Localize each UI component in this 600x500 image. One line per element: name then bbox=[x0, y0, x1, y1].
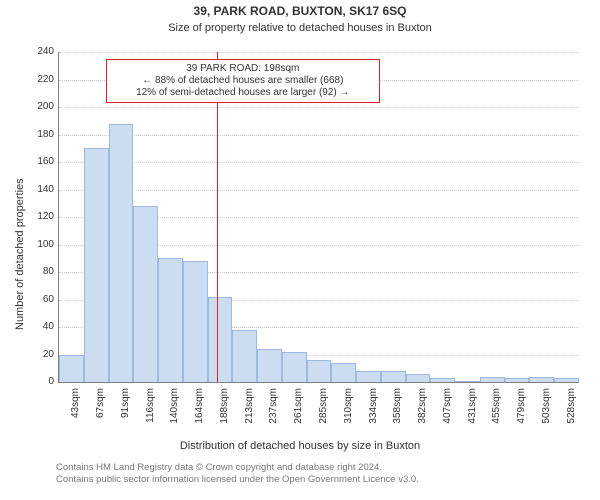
x-tick-label: 213sqm bbox=[244, 388, 255, 428]
histogram-bar bbox=[183, 261, 208, 382]
grid-line bbox=[59, 135, 579, 136]
annotation-line: 39 PARK ROAD: 198sqm bbox=[113, 63, 373, 75]
annotation-box: 39 PARK ROAD: 198sqm← 88% of detached ho… bbox=[106, 59, 380, 103]
y-tick-label: 180 bbox=[26, 130, 54, 140]
y-tick-label: 20 bbox=[26, 350, 54, 360]
grid-line bbox=[59, 190, 579, 191]
x-tick-label: 116sqm bbox=[145, 388, 156, 428]
y-tick-label: 240 bbox=[26, 47, 54, 57]
x-tick-label: 188sqm bbox=[219, 388, 230, 428]
histogram-bar bbox=[109, 124, 134, 383]
x-tick-label: 164sqm bbox=[194, 388, 205, 428]
histogram-bar bbox=[282, 352, 307, 382]
histogram-bar bbox=[430, 378, 455, 382]
histogram-bar bbox=[480, 377, 505, 383]
x-tick-label: 43sqm bbox=[70, 388, 81, 428]
x-tick-label: 91sqm bbox=[120, 388, 131, 428]
x-tick-label: 382sqm bbox=[417, 388, 428, 428]
x-axis-label: Distribution of detached houses by size … bbox=[0, 440, 600, 452]
histogram-bar bbox=[257, 349, 282, 382]
x-tick-label: 479sqm bbox=[516, 388, 527, 428]
chart-title: 39, PARK ROAD, BUXTON, SK17 6SQ bbox=[0, 4, 600, 18]
x-tick-label: 310sqm bbox=[343, 388, 354, 428]
x-tick-label: 140sqm bbox=[169, 388, 180, 428]
histogram-bar bbox=[356, 371, 381, 382]
histogram-bar bbox=[505, 378, 530, 382]
annotation-line: 12% of semi-detached houses are larger (… bbox=[113, 87, 373, 99]
plot-area: 39 PARK ROAD: 198sqm← 88% of detached ho… bbox=[58, 52, 579, 383]
x-tick-label: 407sqm bbox=[442, 388, 453, 428]
y-tick-label: 220 bbox=[26, 75, 54, 85]
y-axis-label: Number of detached properties bbox=[14, 178, 26, 330]
y-tick-label: 80 bbox=[26, 267, 54, 277]
histogram-bar bbox=[59, 355, 84, 383]
histogram-bar bbox=[529, 377, 554, 383]
x-tick-label: 261sqm bbox=[293, 388, 304, 428]
chart-subtitle: Size of property relative to detached ho… bbox=[0, 22, 600, 34]
y-tick-label: 60 bbox=[26, 295, 54, 305]
y-tick-label: 100 bbox=[26, 240, 54, 250]
grid-line bbox=[59, 162, 579, 163]
histogram-bar bbox=[406, 374, 431, 382]
x-tick-label: 237sqm bbox=[268, 388, 279, 428]
grid-line bbox=[59, 107, 579, 108]
x-tick-label: 431sqm bbox=[467, 388, 478, 428]
y-tick-label: 200 bbox=[26, 102, 54, 112]
x-tick-label: 455sqm bbox=[491, 388, 502, 428]
grid-line bbox=[59, 52, 579, 53]
chart-container: 39, PARK ROAD, BUXTON, SK17 6SQ Size of … bbox=[0, 0, 600, 500]
footnote-line-2: Contains public sector information licen… bbox=[56, 474, 419, 486]
x-tick-label: 334sqm bbox=[368, 388, 379, 428]
y-tick-label: 0 bbox=[26, 377, 54, 387]
histogram-bar bbox=[158, 258, 183, 382]
histogram-bar bbox=[554, 378, 579, 382]
histogram-bar bbox=[331, 363, 356, 382]
histogram-bar bbox=[307, 360, 332, 382]
histogram-bar bbox=[381, 371, 406, 382]
y-tick-label: 160 bbox=[26, 157, 54, 167]
x-tick-label: 528sqm bbox=[566, 388, 577, 428]
x-tick-label: 358sqm bbox=[392, 388, 403, 428]
y-tick-label: 40 bbox=[26, 322, 54, 332]
x-tick-label: 503sqm bbox=[541, 388, 552, 428]
footnote-line-1: Contains HM Land Registry data © Crown c… bbox=[56, 462, 419, 474]
histogram-bar bbox=[84, 148, 109, 382]
histogram-bar bbox=[232, 330, 257, 382]
y-tick-label: 140 bbox=[26, 185, 54, 195]
histogram-bar bbox=[208, 297, 233, 382]
footnote: Contains HM Land Registry data © Crown c… bbox=[56, 462, 419, 486]
histogram-bar bbox=[455, 381, 480, 382]
x-tick-label: 285sqm bbox=[318, 388, 329, 428]
y-tick-label: 120 bbox=[26, 212, 54, 222]
annotation-line: ← 88% of detached houses are smaller (66… bbox=[113, 75, 373, 87]
x-tick-label: 67sqm bbox=[95, 388, 106, 428]
histogram-bar bbox=[133, 206, 158, 382]
